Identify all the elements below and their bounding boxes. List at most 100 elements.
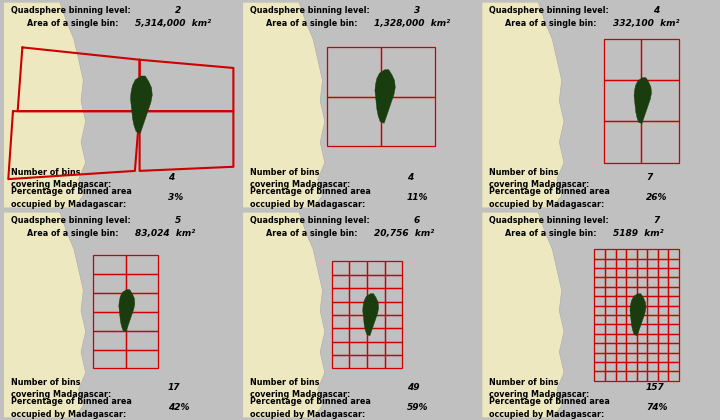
Bar: [367, 302, 384, 315]
Text: 83,024  km²: 83,024 km²: [135, 228, 195, 238]
Bar: [658, 306, 668, 315]
Bar: [658, 277, 668, 287]
Bar: [616, 296, 626, 306]
Bar: [605, 277, 616, 287]
Polygon shape: [375, 70, 395, 123]
Bar: [636, 249, 647, 259]
Bar: [595, 259, 605, 268]
Text: Number of bins
covering Madagascar:: Number of bins covering Madagascar:: [489, 378, 589, 399]
Bar: [367, 288, 384, 302]
Text: 5,314,000  km²: 5,314,000 km²: [135, 18, 211, 28]
Text: 49: 49: [407, 383, 419, 392]
Bar: [595, 343, 605, 353]
Bar: [605, 296, 616, 306]
Text: 74%: 74%: [646, 403, 667, 412]
Text: 1,328,000  km²: 1,328,000 km²: [374, 18, 450, 28]
Bar: [626, 249, 636, 259]
Bar: [595, 296, 605, 306]
Bar: [384, 288, 402, 302]
Bar: [332, 355, 349, 368]
Text: 17: 17: [168, 383, 180, 392]
Text: 3: 3: [414, 6, 420, 15]
Text: Quadsphere binning level:: Quadsphere binning level:: [11, 6, 130, 15]
Bar: [125, 312, 158, 331]
Bar: [349, 342, 367, 355]
Bar: [636, 277, 647, 287]
Bar: [595, 334, 605, 343]
Bar: [647, 296, 658, 306]
Text: Percentage of binned area
occupied by Madagascar:: Percentage of binned area occupied by Ma…: [489, 397, 610, 419]
Bar: [595, 306, 605, 315]
Bar: [616, 353, 626, 362]
Bar: [636, 334, 647, 343]
Bar: [647, 287, 658, 296]
Bar: [668, 353, 679, 362]
Text: Quadsphere binning level:: Quadsphere binning level:: [11, 216, 130, 225]
Bar: [93, 255, 125, 274]
Text: 7: 7: [646, 173, 652, 182]
Bar: [605, 343, 616, 353]
Bar: [616, 268, 626, 277]
Bar: [668, 324, 679, 334]
Text: Area of a single bin:: Area of a single bin:: [27, 18, 119, 28]
Polygon shape: [482, 2, 564, 208]
Bar: [626, 277, 636, 287]
Bar: [125, 331, 158, 349]
Text: Number of bins
covering Madagascar:: Number of bins covering Madagascar:: [250, 378, 350, 399]
Bar: [125, 349, 158, 368]
Bar: [605, 324, 616, 334]
Text: Quadsphere binning level:: Quadsphere binning level:: [250, 6, 369, 15]
Text: 20,756  km²: 20,756 km²: [374, 228, 434, 238]
Bar: [636, 287, 647, 296]
Bar: [626, 371, 636, 381]
Bar: [668, 287, 679, 296]
Bar: [332, 275, 349, 288]
Text: Area of a single bin:: Area of a single bin:: [505, 18, 597, 28]
Bar: [595, 315, 605, 324]
Bar: [658, 315, 668, 324]
Bar: [642, 39, 679, 80]
Bar: [604, 121, 642, 163]
Bar: [636, 296, 647, 306]
Bar: [595, 268, 605, 277]
Text: 5: 5: [175, 216, 181, 225]
Bar: [605, 315, 616, 324]
Bar: [605, 287, 616, 296]
Text: Number of bins
covering Madagascar:: Number of bins covering Madagascar:: [489, 168, 589, 189]
Bar: [668, 259, 679, 268]
Bar: [367, 275, 384, 288]
Bar: [605, 259, 616, 268]
Bar: [658, 296, 668, 306]
Text: Percentage of binned area
occupied by Madagascar:: Percentage of binned area occupied by Ma…: [250, 187, 371, 209]
Bar: [626, 324, 636, 334]
Text: 4: 4: [168, 173, 174, 182]
Text: 6: 6: [414, 216, 420, 225]
Bar: [367, 262, 384, 275]
Bar: [595, 249, 605, 259]
Bar: [616, 343, 626, 353]
Bar: [626, 362, 636, 371]
Text: Area of a single bin:: Area of a single bin:: [266, 18, 358, 28]
Bar: [605, 249, 616, 259]
Bar: [647, 371, 658, 381]
Bar: [616, 259, 626, 268]
Bar: [349, 328, 367, 342]
Bar: [367, 328, 384, 342]
Bar: [626, 287, 636, 296]
Bar: [616, 277, 626, 287]
Bar: [636, 353, 647, 362]
Polygon shape: [482, 212, 564, 418]
Bar: [605, 353, 616, 362]
Bar: [626, 334, 636, 343]
Bar: [626, 259, 636, 268]
Bar: [384, 342, 402, 355]
Bar: [626, 315, 636, 324]
Bar: [668, 249, 679, 259]
Bar: [658, 371, 668, 381]
Polygon shape: [634, 78, 652, 123]
Bar: [647, 353, 658, 362]
Bar: [647, 315, 658, 324]
Text: 332,100  km²: 332,100 km²: [613, 18, 680, 28]
Bar: [381, 97, 435, 146]
Bar: [647, 249, 658, 259]
